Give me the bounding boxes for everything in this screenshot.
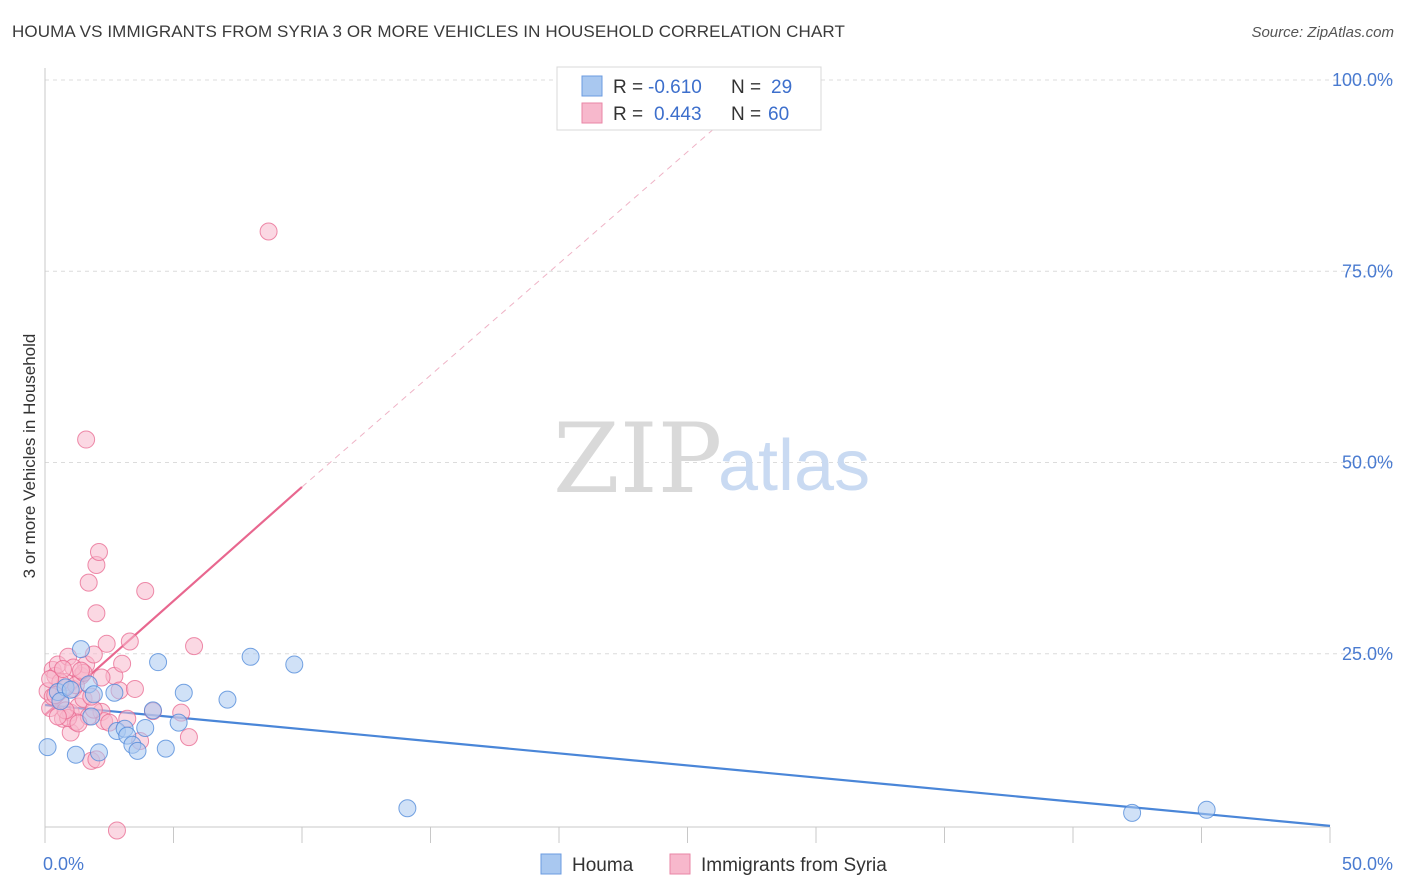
data-point-series-0 bbox=[51, 692, 70, 711]
y-tick-label: 100.0% bbox=[1332, 70, 1393, 90]
legend-n-label: N = bbox=[731, 77, 761, 98]
data-point-series-0 bbox=[89, 743, 108, 762]
data-point-series-0 bbox=[143, 701, 162, 720]
data-point-series-0 bbox=[156, 739, 175, 758]
data-point-series-0 bbox=[285, 655, 304, 674]
y-tick-label: 75.0% bbox=[1342, 261, 1393, 281]
x-tick-label: 50.0% bbox=[1342, 854, 1393, 874]
data-point-series-0 bbox=[174, 683, 193, 702]
data-point-series-0 bbox=[169, 713, 188, 732]
data-point-series-0 bbox=[136, 718, 155, 737]
data-point-series-0 bbox=[105, 683, 124, 702]
gridlines bbox=[45, 79, 1395, 655]
data-point-series-1 bbox=[179, 728, 198, 747]
data-point-series-0 bbox=[84, 685, 103, 704]
trendline-extension-series-1 bbox=[301, 117, 727, 488]
data-point-series-1 bbox=[113, 654, 132, 673]
legend-r-label: R = bbox=[613, 104, 643, 125]
data-point-series-1 bbox=[120, 632, 139, 651]
watermark-atlas: atlas bbox=[718, 426, 870, 506]
data-point-series-0 bbox=[61, 680, 80, 699]
data-point-series-0 bbox=[128, 741, 147, 760]
legend-r-value: -0.610 bbox=[648, 77, 702, 98]
data-point-series-1 bbox=[77, 430, 96, 449]
legend-swatch-syria bbox=[581, 102, 603, 124]
data-point-series-0 bbox=[71, 640, 90, 659]
data-point-series-0 bbox=[1123, 803, 1142, 822]
watermark-zip: ZIP bbox=[553, 403, 722, 515]
data-points bbox=[38, 222, 1216, 840]
data-point-series-1 bbox=[136, 582, 155, 601]
bottom-legend: Houma Immigrants from Syria bbox=[540, 853, 887, 876]
data-point-series-0 bbox=[241, 647, 260, 666]
legend-r-value: 0.443 bbox=[654, 104, 702, 125]
watermark: ZIP atlas bbox=[553, 403, 870, 515]
trendline-series-0 bbox=[44, 703, 1331, 827]
y-tick-label: 50.0% bbox=[1342, 453, 1393, 473]
data-point-series-1 bbox=[48, 707, 67, 726]
data-point-series-0 bbox=[1197, 800, 1216, 819]
chart-title: HOUMA VS IMMIGRANTS FROM SYRIA 3 OR MORE… bbox=[12, 22, 845, 41]
y-axis-label: 3 or more Vehicles in Household bbox=[20, 334, 39, 579]
bottom-legend-label-houma: Houma bbox=[572, 855, 634, 876]
data-point-series-1 bbox=[97, 634, 116, 653]
chart-source: Source: ZipAtlas.com bbox=[1251, 24, 1394, 41]
data-point-series-0 bbox=[218, 690, 237, 709]
bottom-legend-label-syria: Immigrants from Syria bbox=[701, 855, 887, 876]
data-point-series-0 bbox=[398, 799, 417, 818]
x-tick-labels: 0.0% 50.0% bbox=[43, 854, 1393, 874]
legend-swatch-houma bbox=[581, 75, 603, 97]
data-point-series-0 bbox=[38, 738, 57, 757]
x-tick-label: 0.0% bbox=[43, 854, 84, 874]
data-point-series-1 bbox=[87, 604, 106, 623]
data-point-series-1 bbox=[71, 661, 90, 680]
legend-n-value: 60 bbox=[768, 104, 789, 125]
bottom-legend-swatch-syria bbox=[669, 853, 691, 875]
legend-box: R = -0.610 N = 29 R = 0.443 N = 60 bbox=[556, 66, 822, 131]
data-point-series-0 bbox=[82, 707, 101, 726]
legend-n-value: 29 bbox=[771, 77, 792, 98]
data-point-series-1 bbox=[259, 222, 278, 241]
legend-n-label: N = bbox=[731, 104, 761, 125]
legend-r-label: R = bbox=[613, 77, 643, 98]
data-point-series-1 bbox=[53, 660, 72, 679]
data-point-series-1 bbox=[89, 543, 108, 562]
data-point-series-1 bbox=[107, 821, 126, 840]
y-tick-label: 25.0% bbox=[1342, 644, 1393, 664]
data-point-series-1 bbox=[185, 637, 204, 656]
data-point-series-0 bbox=[66, 745, 85, 764]
data-point-series-1 bbox=[79, 573, 98, 592]
y-tick-labels: 25.0% 50.0% 75.0% 100.0% bbox=[1332, 70, 1393, 664]
data-point-series-1 bbox=[125, 679, 144, 698]
bottom-legend-swatch-houma bbox=[540, 853, 562, 875]
data-point-series-0 bbox=[149, 653, 168, 672]
